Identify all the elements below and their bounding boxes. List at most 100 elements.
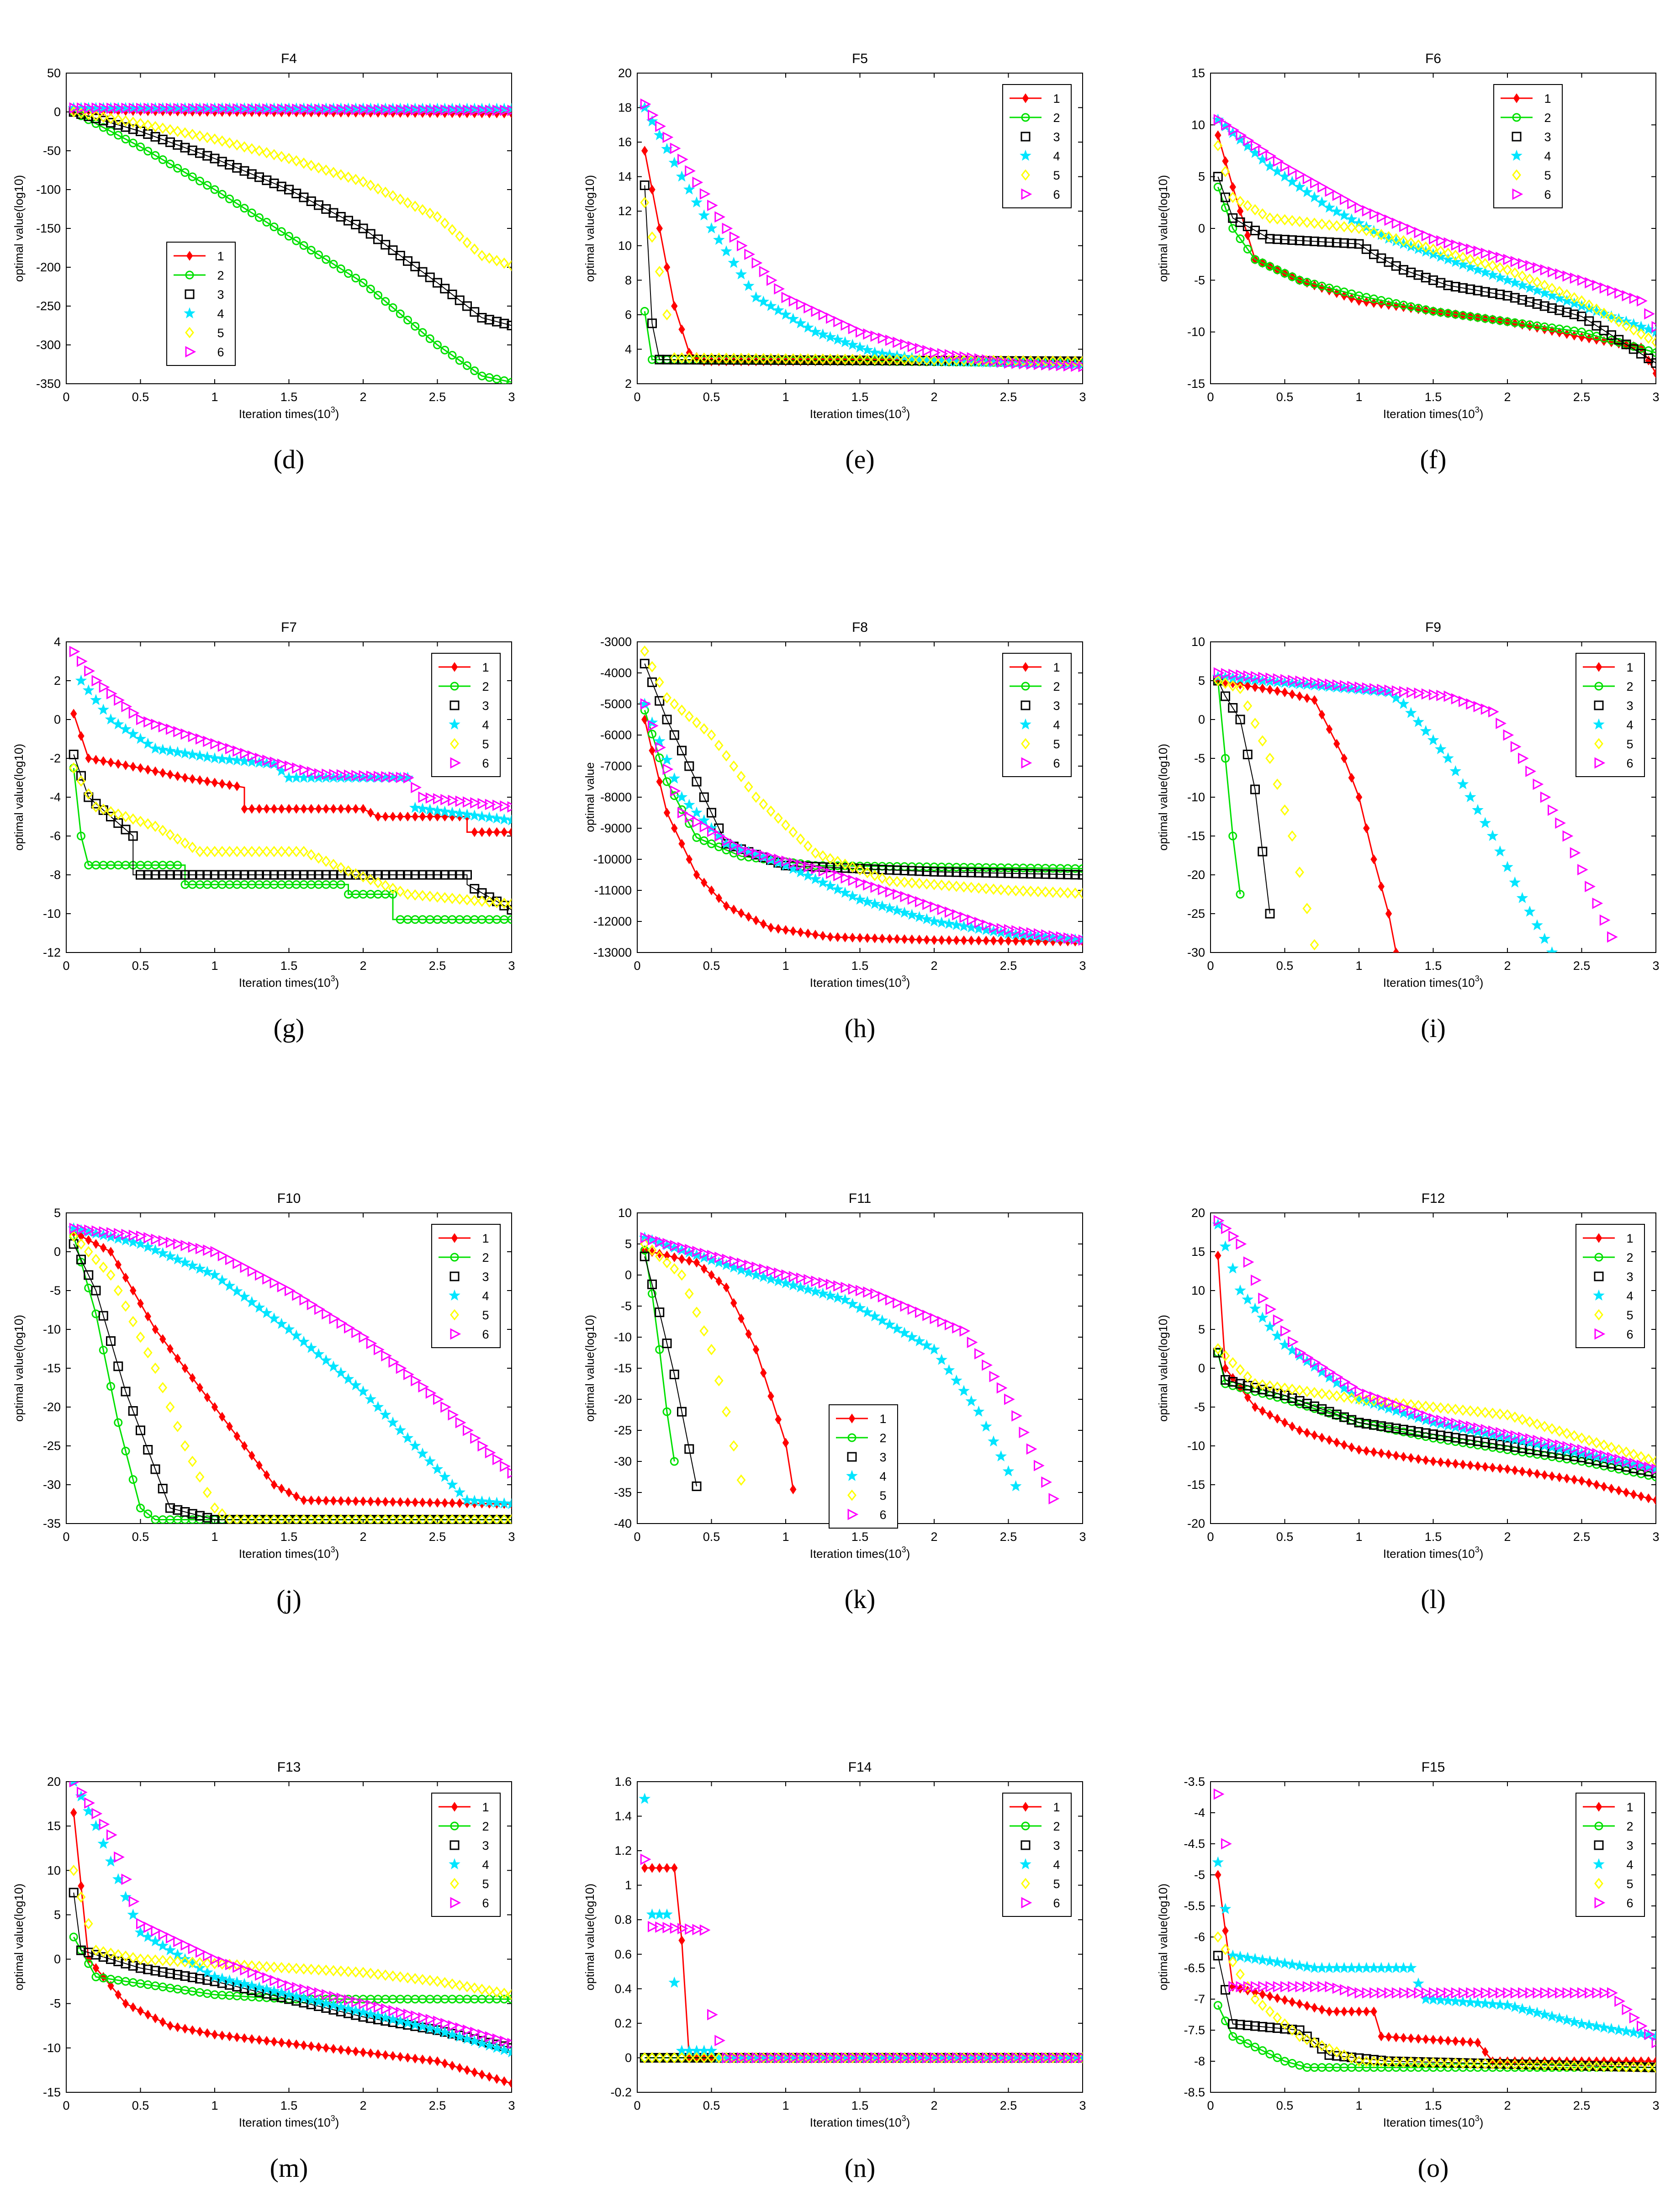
legend-marker: [1020, 700, 1031, 710]
data-point: [84, 1918, 93, 1930]
data-point: [1316, 196, 1328, 208]
series-line-3: [1217, 1955, 1656, 2068]
data-point: [359, 278, 368, 287]
data-point: [1636, 1451, 1646, 1463]
legend-entry-4: 4: [1020, 1858, 1060, 1872]
data-point: [1400, 2032, 1407, 2043]
chart-title: F11: [849, 1191, 871, 1206]
data-point: [1620, 2025, 1632, 2037]
data-point: [899, 1327, 910, 1338]
data-point: [1540, 791, 1551, 803]
data-point: [1302, 217, 1312, 228]
data-point: [454, 1486, 466, 1498]
x-tick-label: 0.5: [703, 390, 720, 404]
data-point: [365, 1393, 377, 1404]
y-tick-label: -5: [50, 1284, 61, 1297]
data-point: [256, 804, 263, 814]
legend-marker: [1022, 93, 1029, 103]
series-5: [640, 1238, 746, 1486]
data-point: [1517, 1413, 1527, 1425]
x-tick-label: 0.5: [1276, 2099, 1294, 2112]
data-point: [360, 804, 367, 814]
data-point: [656, 223, 663, 233]
data-point: [366, 104, 377, 116]
data-point: [417, 1447, 428, 1459]
data-point: [121, 115, 130, 127]
data-point: [1576, 2017, 1588, 2029]
x-tick-label: 0.5: [703, 2099, 720, 2112]
data-point: [1465, 1435, 1475, 1445]
data-point: [1333, 739, 1340, 749]
data-point: [1055, 869, 1065, 879]
data-point: [462, 1981, 472, 1993]
data-point: [1236, 196, 1245, 207]
data-point: [284, 870, 294, 880]
data-point: [766, 353, 776, 365]
legend-entry-4: 4: [1020, 149, 1060, 163]
data-point: [374, 2001, 385, 2013]
legend-marker: [1594, 700, 1604, 710]
data-point: [254, 1960, 264, 1972]
data-point: [90, 694, 102, 705]
data-point: [1296, 691, 1303, 701]
data-point: [418, 890, 427, 901]
x-tick-label: 2.5: [429, 390, 446, 404]
data-point: [321, 164, 331, 176]
legend-entry-3: 3: [185, 288, 224, 302]
data-point: [1452, 1459, 1459, 1469]
data-point: [767, 2052, 777, 2064]
data-point: [751, 1261, 763, 1273]
legend-label: 6: [482, 1896, 489, 1910]
data-point: [1592, 280, 1603, 291]
data-point: [952, 867, 962, 877]
data-point: [1026, 1443, 1037, 1455]
data-point: [1421, 1410, 1433, 1422]
data-point: [640, 645, 650, 657]
data-point: [345, 2045, 352, 2056]
data-point: [790, 926, 797, 937]
data-point: [684, 1444, 694, 1454]
data-point: [1228, 1357, 1237, 1369]
data-point: [1502, 274, 1513, 286]
data-point: [1295, 2031, 1304, 2043]
data-point: [477, 250, 486, 261]
data-point: [262, 175, 272, 185]
data-point: [253, 1981, 265, 1993]
data-point: [1459, 1987, 1470, 1999]
data-point: [434, 2056, 441, 2066]
data-point: [167, 1344, 174, 1354]
data-point: [1415, 1454, 1422, 1464]
data-point: [759, 265, 770, 277]
legend-entry-2: 2: [439, 680, 489, 693]
data-point: [1488, 1408, 1497, 1419]
data-point: [344, 269, 353, 278]
data-point: [292, 762, 303, 774]
data-point: [203, 1244, 214, 1256]
data-point: [1302, 236, 1312, 246]
x-tick-label: 3: [1079, 1530, 1086, 1544]
data-point: [277, 758, 288, 770]
data-point: [388, 1970, 397, 1982]
series-5: [640, 196, 1083, 367]
data-point: [1026, 885, 1036, 897]
data-point: [848, 1283, 859, 1295]
data-point: [1397, 698, 1410, 709]
data-point: [1295, 1385, 1304, 1396]
data-point: [427, 2055, 434, 2065]
series-line-2: [1217, 2005, 1656, 2069]
data-point: [1540, 2059, 1549, 2071]
legend-entry-5: 5: [1594, 737, 1634, 751]
data-point: [232, 846, 242, 857]
data-point: [254, 1514, 264, 1524]
data-point: [1614, 316, 1623, 328]
data-point: [1078, 355, 1083, 367]
data-point: [136, 1331, 145, 1343]
data-point: [824, 1289, 836, 1301]
data-point: [1011, 1410, 1022, 1422]
series-4: [68, 1222, 512, 1509]
data-point: [1236, 890, 1245, 899]
data-point: [1407, 1453, 1414, 1463]
